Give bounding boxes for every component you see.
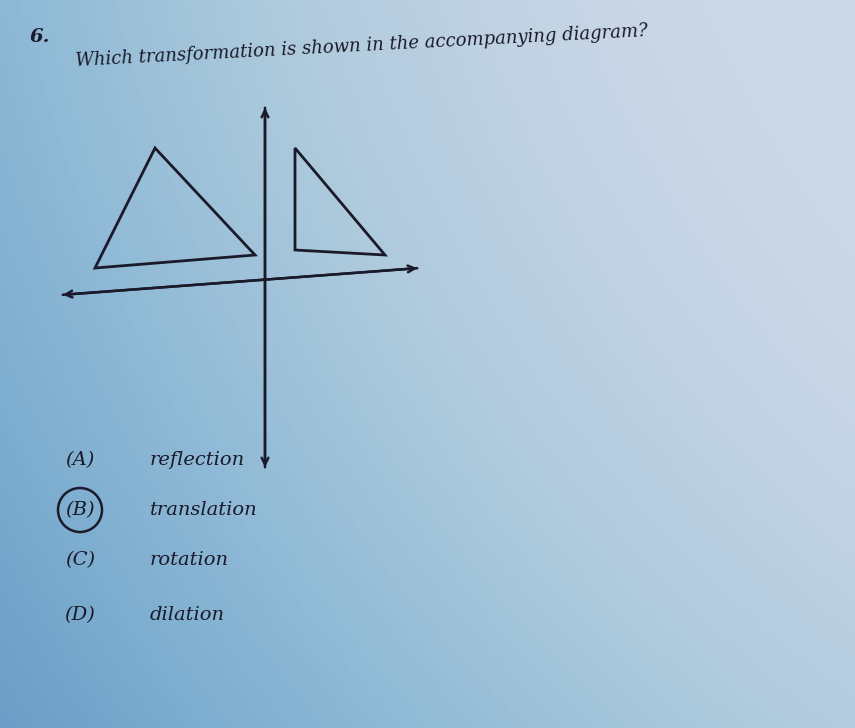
Text: translation: translation <box>150 501 257 519</box>
Text: rotation: rotation <box>150 551 229 569</box>
Text: Which transformation is shown in the accompanying diagram?: Which transformation is shown in the acc… <box>75 22 648 70</box>
Text: 6.: 6. <box>30 28 50 46</box>
Text: (C): (C) <box>65 551 95 569</box>
Text: reflection: reflection <box>150 451 245 469</box>
Text: (B): (B) <box>65 501 95 519</box>
Text: (D): (D) <box>65 606 96 624</box>
Text: dilation: dilation <box>150 606 225 624</box>
Text: (A): (A) <box>65 451 95 469</box>
